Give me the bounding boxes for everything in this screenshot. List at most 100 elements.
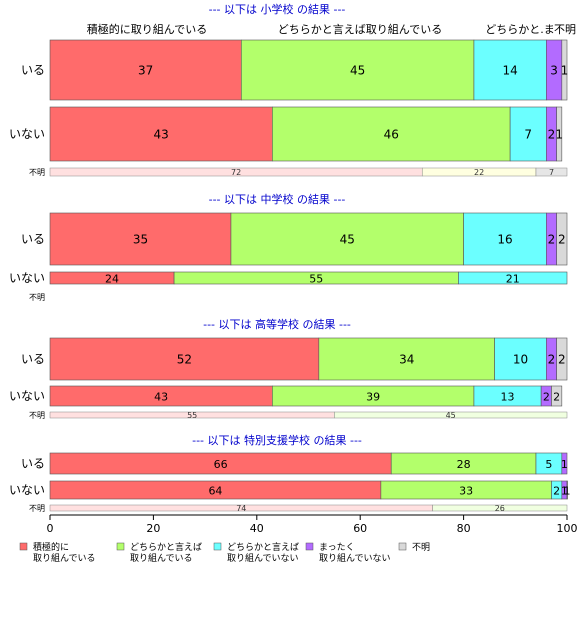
data-label: 2 xyxy=(543,391,550,404)
data-label: 35 xyxy=(133,233,148,247)
data-label: 10 xyxy=(513,353,528,367)
data-label: 1 xyxy=(561,485,568,498)
unknown-row-label: 不明 xyxy=(29,293,45,302)
data-label: 55 xyxy=(309,273,323,286)
unknown-bar-segment xyxy=(535,167,568,177)
legend-label: 取り組んでいない xyxy=(319,552,391,564)
panel-title: --- 以下は 特別支援学校 の結果 --- xyxy=(192,433,362,447)
row-label: いる xyxy=(21,457,45,471)
x-tick-label: 100 xyxy=(557,522,578,535)
row-label: いない xyxy=(9,127,45,141)
panel-title: --- 以下は 中学校 の結果 --- xyxy=(209,192,346,206)
data-label: 1 xyxy=(564,485,571,498)
bar-segment xyxy=(561,39,568,101)
data-label: 43 xyxy=(154,128,169,142)
legend-label: どちらかと言えば xyxy=(227,541,299,553)
legend-label: まったく xyxy=(319,542,355,553)
data-label: 46 xyxy=(384,128,399,142)
legend-swatch xyxy=(116,542,125,551)
x-tick-label: 60 xyxy=(353,522,367,535)
legend-swatch xyxy=(19,542,28,551)
unknown-data-label: 74 xyxy=(236,504,246,513)
legend-label: どちらかと言えば xyxy=(130,541,202,553)
unknown-bar-segment xyxy=(334,411,568,419)
panel-title: --- 以下は 小学校 の結果 --- xyxy=(209,2,346,16)
data-label: 3 xyxy=(550,64,558,78)
data-label: 64 xyxy=(208,485,222,498)
row-label: いない xyxy=(9,483,45,497)
column-header: 積極的に取り組んでいる xyxy=(87,22,207,36)
data-label: 2 xyxy=(553,391,560,404)
data-label: 45 xyxy=(350,64,365,78)
data-label: 34 xyxy=(399,353,414,367)
data-label: 1 xyxy=(561,458,568,471)
unknown-data-label: 45 xyxy=(446,411,456,420)
bar-segment xyxy=(566,480,568,500)
bar-segment xyxy=(49,106,273,162)
bar-segment xyxy=(556,337,568,381)
bar-segment xyxy=(240,39,475,101)
unknown-data-label: 7 xyxy=(549,168,554,177)
x-tick-label: 40 xyxy=(250,522,264,535)
data-label: 24 xyxy=(105,273,119,286)
column-header: どちらかと.ま xyxy=(485,23,555,36)
data-label: 33 xyxy=(459,485,473,498)
row-label: いない xyxy=(9,271,45,285)
column-header: どちらかと言えば取り組んでいる xyxy=(278,23,442,36)
data-label: 2 xyxy=(548,233,556,247)
data-label: 43 xyxy=(154,391,168,404)
bar-segment xyxy=(561,452,568,475)
data-label: 1 xyxy=(561,64,569,78)
data-label: 13 xyxy=(501,391,515,404)
unknown-row-label: 不明 xyxy=(29,168,45,177)
panel-title: --- 以下は 高等学校 の結果 --- xyxy=(203,317,351,331)
data-label: 21 xyxy=(506,273,520,286)
bar-segment xyxy=(272,106,511,162)
x-tick-label: 0 xyxy=(47,522,54,535)
legend-swatch xyxy=(398,542,407,551)
data-label: 2 xyxy=(553,485,560,498)
bar-segment xyxy=(49,39,242,101)
data-label: 2 xyxy=(558,353,566,367)
data-label: 45 xyxy=(340,233,355,247)
data-label: 37 xyxy=(138,64,153,78)
bar-segment xyxy=(318,337,495,381)
data-label: 28 xyxy=(457,458,471,471)
unknown-data-label: 72 xyxy=(231,168,241,177)
bar-segment xyxy=(49,212,232,266)
legend-label: 積極的に xyxy=(33,541,69,553)
unknown-row-label: 不明 xyxy=(29,411,45,420)
bar-segment xyxy=(458,271,568,285)
unknown-data-label: 26 xyxy=(495,504,505,513)
unknown-bar-segment xyxy=(432,504,568,512)
row-label: いる xyxy=(21,352,45,366)
data-label: 2 xyxy=(548,353,556,367)
bar-segment xyxy=(494,337,547,381)
data-label: 7 xyxy=(524,128,532,142)
unknown-data-label: 22 xyxy=(474,168,484,177)
bar-segment xyxy=(509,106,547,162)
x-tick-label: 80 xyxy=(457,522,471,535)
unknown-row-label: 不明 xyxy=(29,504,45,513)
row-label: いる xyxy=(21,232,45,246)
row-label: いない xyxy=(9,389,45,403)
data-label: 14 xyxy=(502,64,517,78)
legend-label: 不明 xyxy=(412,542,430,553)
row-label: いる xyxy=(21,63,45,77)
legend-swatch xyxy=(305,542,314,551)
unknown-data-label: 55 xyxy=(187,411,197,420)
legend-label: 取り組んでいる xyxy=(130,552,193,564)
bar-segment xyxy=(556,106,563,162)
legend-label: 取り組んでいる xyxy=(33,552,96,564)
data-label: 5 xyxy=(545,458,552,471)
data-label: 16 xyxy=(497,233,512,247)
legend-label: 取り組んでいない xyxy=(227,552,299,564)
data-label: 39 xyxy=(366,391,380,404)
bar-segment xyxy=(49,337,320,381)
data-label: 66 xyxy=(214,458,228,471)
column-header: 不明 xyxy=(554,23,576,36)
bar-segment xyxy=(463,212,547,266)
bar-segment xyxy=(551,385,563,407)
bar-segment xyxy=(556,212,568,266)
